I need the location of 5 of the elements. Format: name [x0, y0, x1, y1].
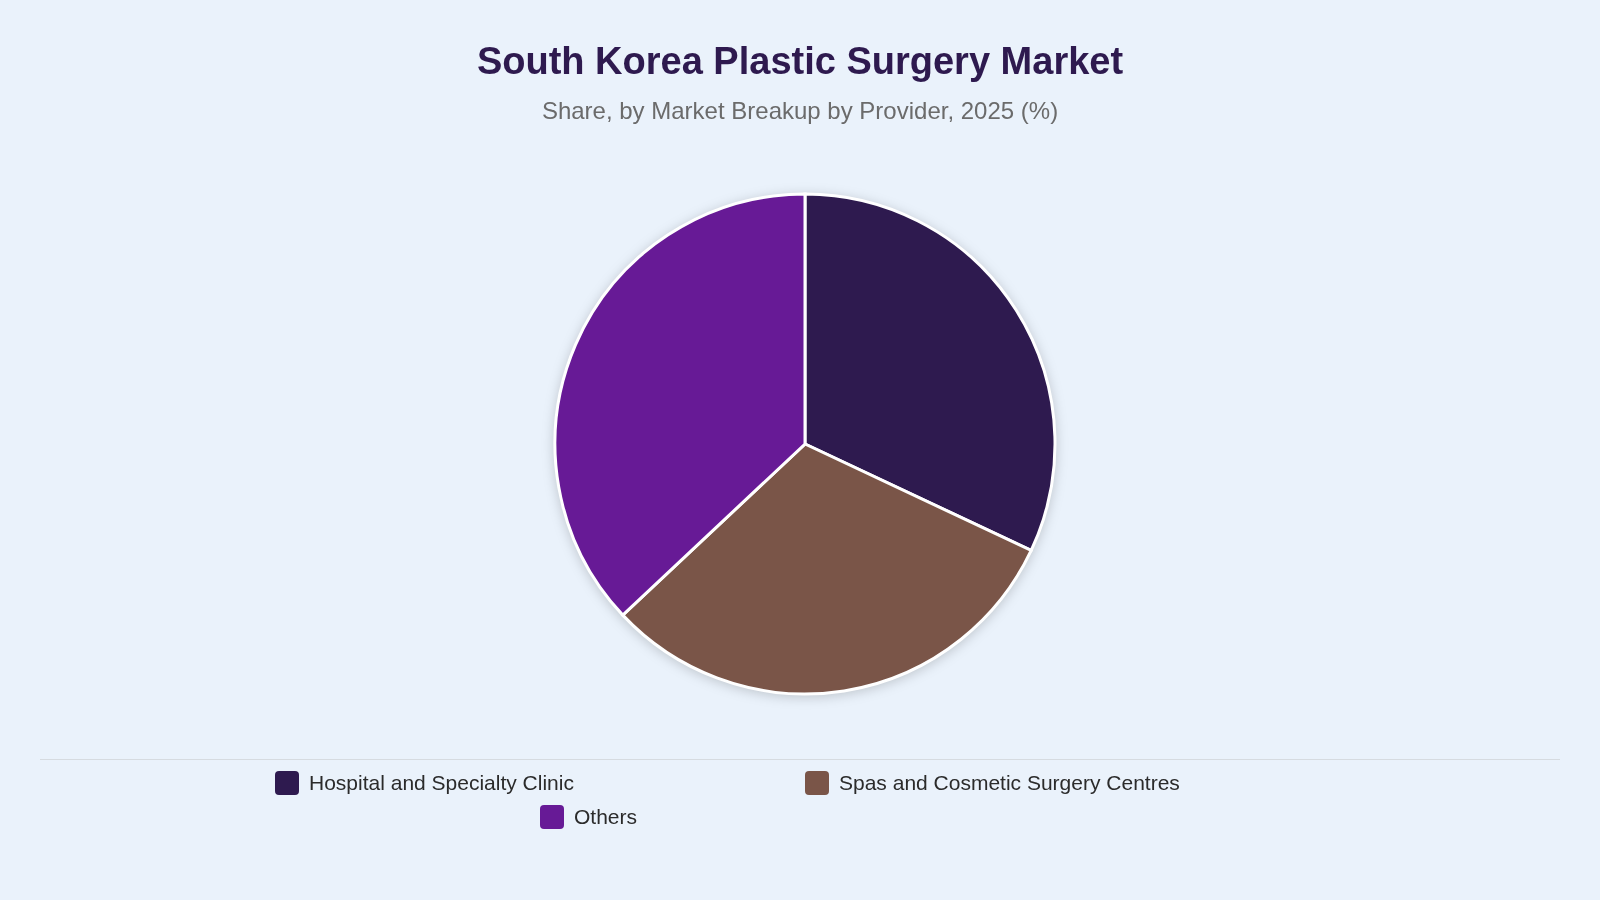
chart-subtitle: Share, by Market Breakup by Provider, 2025 (%) [540, 97, 1060, 125]
legend-label: Hospital and Specialty Clinic [309, 771, 574, 795]
legend-label: Others [574, 805, 638, 829]
chart-title: South Korea Plastic Surgery Market [475, 40, 1125, 83]
legend-label: Spas and Cosmetic Surgery Centres [839, 771, 1180, 795]
